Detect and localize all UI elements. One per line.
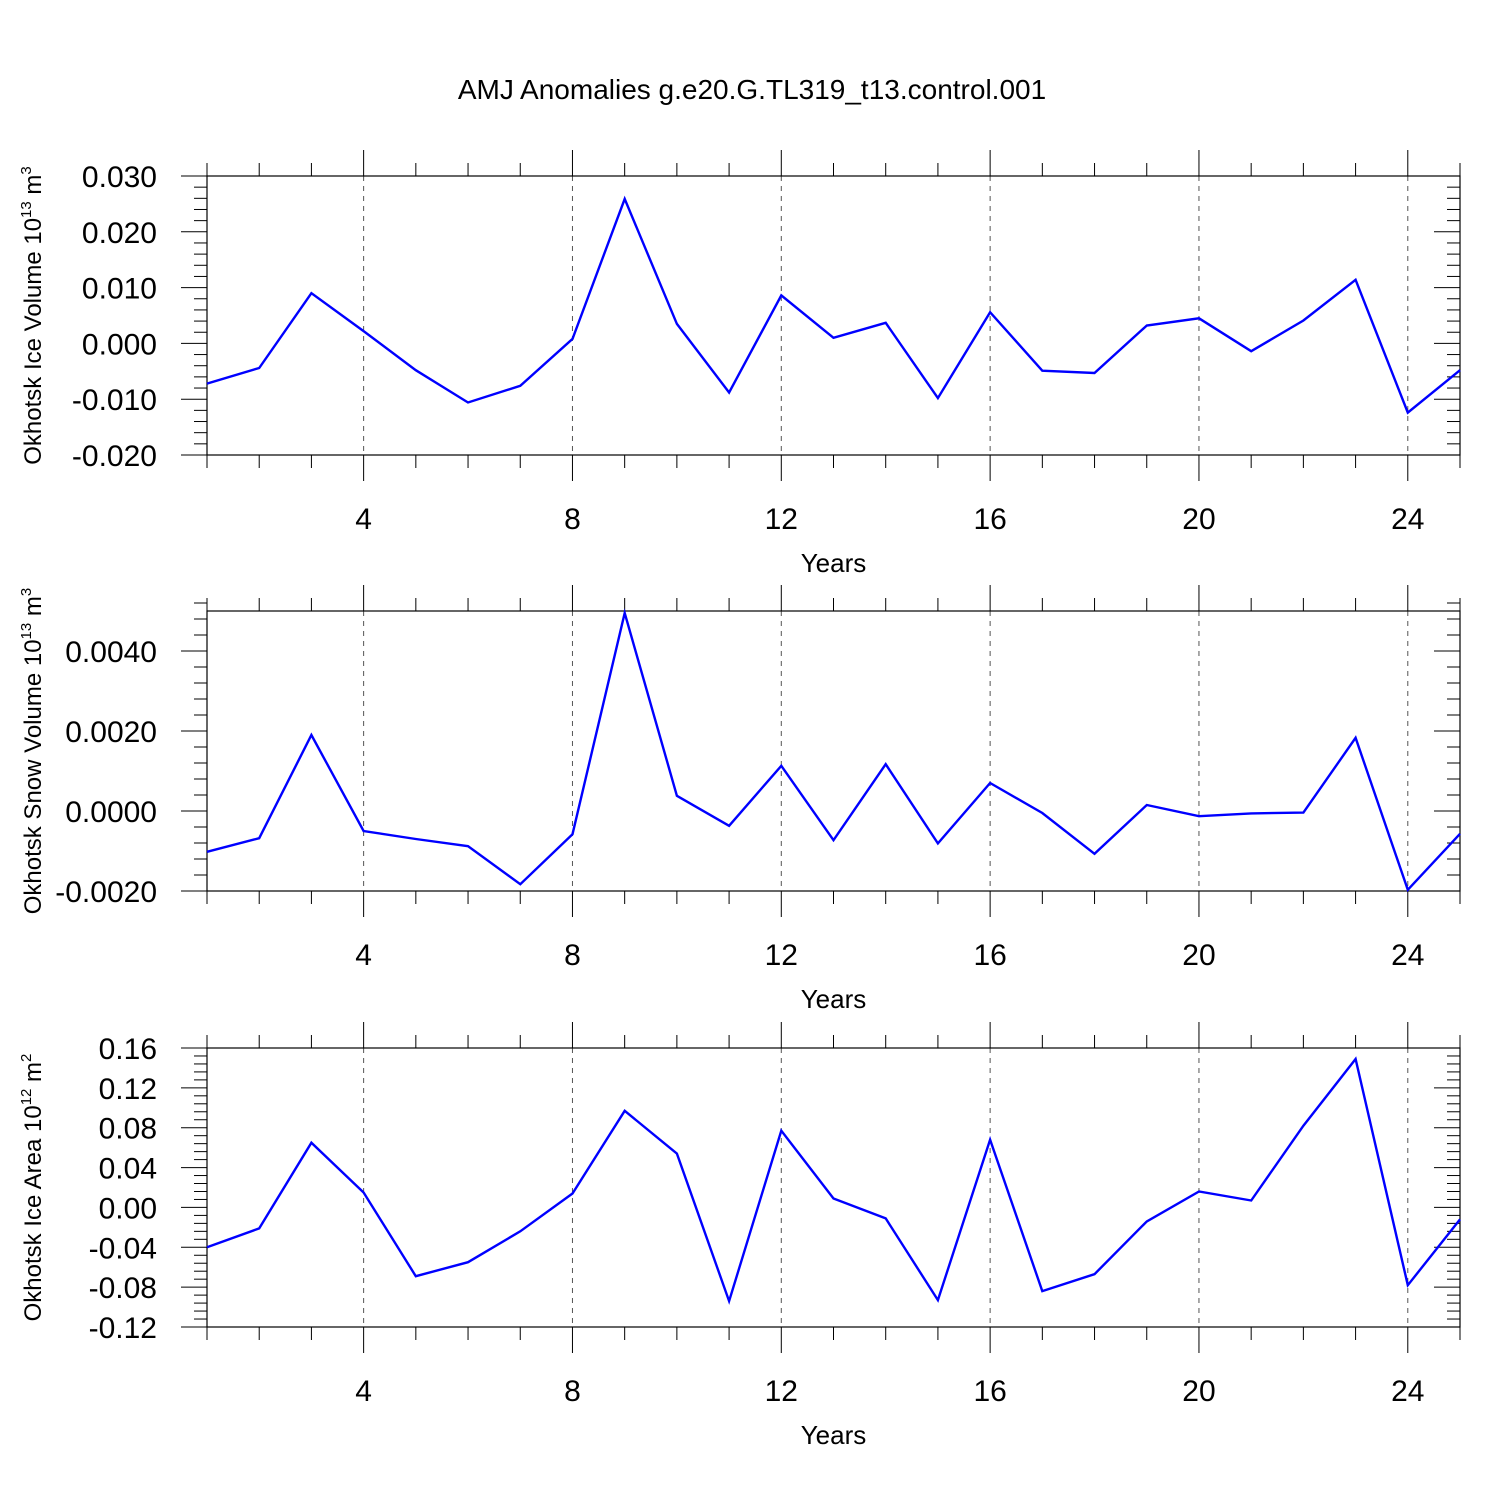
x-tick-label: 8: [564, 1375, 581, 1408]
y-tick-label: 0.0000: [65, 796, 157, 829]
x-tick-label: 4: [355, 1375, 372, 1408]
y-axis-label-superscript: 12: [18, 1089, 35, 1106]
x-axis-label: Years: [801, 984, 867, 1014]
y-axis-label-superscript: 13: [18, 201, 35, 218]
y-tick-label: -0.0020: [55, 876, 157, 909]
plot-frame: [206, 610, 1461, 892]
y-tick-label: 0.0040: [65, 636, 157, 669]
x-tick-label: 16: [973, 939, 1006, 972]
y-axis-label-text: Okhotsk Snow Volume 10: [20, 639, 47, 914]
y-axis-label-superscript: 3: [18, 166, 35, 174]
y-axis-label: Okhotsk Ice Area 1012 m2: [18, 1054, 47, 1322]
y-tick-label: 0.12: [99, 1073, 157, 1106]
y-axis-label-text: m: [20, 175, 47, 202]
x-tick-label: 20: [1182, 939, 1215, 972]
x-tick-label: 12: [765, 939, 798, 972]
x-tick-label: 24: [1391, 1375, 1424, 1408]
x-axis-label: Years: [801, 1420, 867, 1450]
x-tick-label: 24: [1391, 939, 1424, 972]
series-line: [206, 195, 1461, 415]
series-line: [206, 608, 1461, 893]
x-tick-label: 20: [1182, 1375, 1215, 1408]
x-tick-label: 8: [564, 503, 581, 536]
y-tick-label: -0.08: [89, 1272, 157, 1305]
y-tick-label: 0.16: [99, 1033, 157, 1066]
x-tick-label: 8: [564, 939, 581, 972]
y-tick-label: 0.08: [99, 1113, 157, 1146]
x-tick-label: 20: [1182, 503, 1215, 536]
y-tick-label: 0.030: [82, 161, 157, 194]
y-tick-label: 0.010: [82, 273, 157, 306]
chart-panel-2: -0.0020 0.0000 0.0020 0.0040 4 8 12 16 20 24 Years…: [18, 585, 1461, 1014]
y-axis-label-text: Okhotsk Ice Area 10: [20, 1105, 47, 1321]
x-tick-label: 12: [765, 503, 798, 536]
x-tick-label: 4: [355, 503, 372, 536]
y-tick-label: -0.12: [89, 1312, 157, 1345]
y-tick-label: 0.0020: [65, 716, 157, 749]
y-axis-label-text: m: [20, 596, 47, 623]
y-axis-label-superscript: 2: [18, 1054, 35, 1062]
y-tick-label: 0.000: [82, 328, 157, 361]
chart-panel-3: -0.12 -0.08 -0.04 0.00 0.04 0.08 0.12 0.16 4 8 12 1…: [18, 1022, 1461, 1450]
chart-title: AMJ Anomalies g.e20.G.TL319_t13.control.…: [458, 74, 1046, 105]
x-tick-label: 16: [973, 1375, 1006, 1408]
x-tick-label: 12: [765, 1375, 798, 1408]
chart-panel-1: -0.020 -0.010 0.000 0.010 0.020 0.030 4 8 12 16 20…: [18, 150, 1461, 578]
y-axis-label-superscript: 13: [18, 623, 35, 640]
y-tick-label: -0.010: [72, 384, 157, 417]
y-tick-label: -0.020: [72, 440, 157, 473]
y-axis-label: Okhotsk Snow Volume 1013 m3: [18, 588, 47, 915]
y-axis-label-superscript: 3: [18, 588, 35, 596]
y-axis-label-text: Okhotsk Ice Volume 10: [20, 218, 47, 465]
y-axis-label-text: m: [20, 1062, 47, 1089]
y-tick-label: 0.020: [82, 217, 157, 250]
x-axis-label: Years: [801, 548, 867, 578]
plot-frame: [206, 175, 1461, 456]
x-tick-label: 24: [1391, 503, 1424, 536]
plot-frame: [206, 1047, 1461, 1328]
y-tick-label: -0.04: [89, 1232, 157, 1265]
x-tick-label: 16: [973, 503, 1006, 536]
y-axis-label: Okhotsk Ice Volume 1013 m3: [18, 166, 47, 465]
y-tick-label: 0.04: [99, 1153, 157, 1186]
y-tick-label: 0.00: [99, 1192, 157, 1225]
x-tick-label: 4: [355, 939, 372, 972]
series-line: [206, 1056, 1461, 1305]
